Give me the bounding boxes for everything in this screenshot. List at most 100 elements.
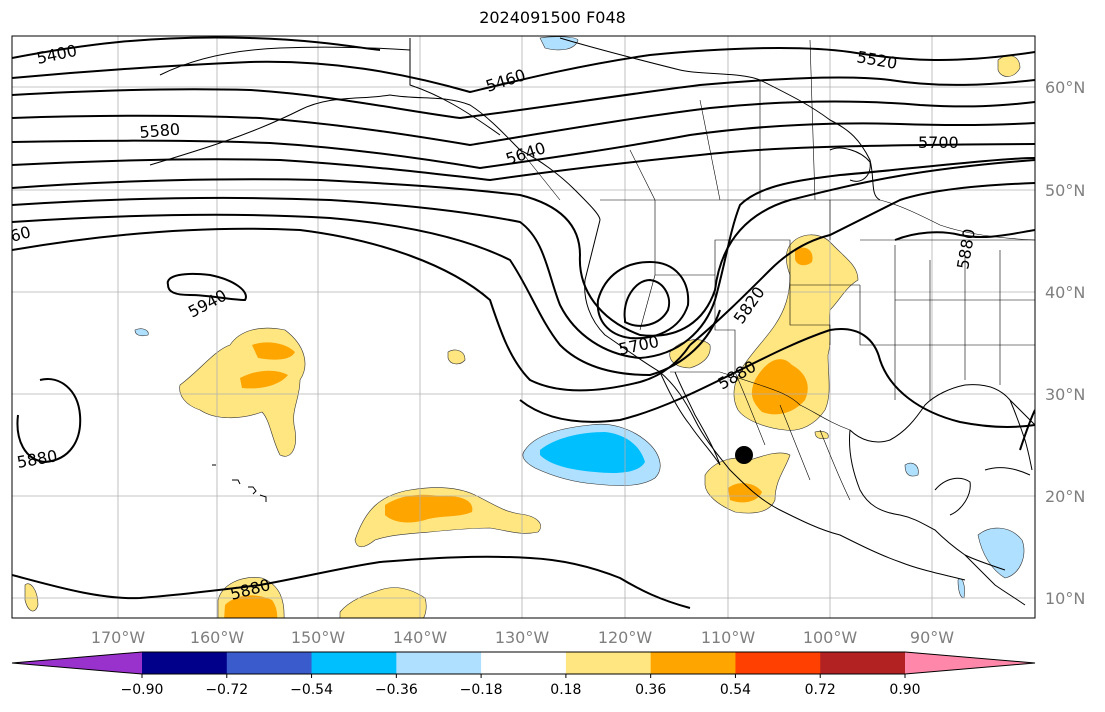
hawaiian-islands bbox=[212, 464, 267, 502]
alaska-border bbox=[409, 38, 501, 136]
latitude-tick-label: 50°N bbox=[1045, 181, 1085, 200]
gulf-coast bbox=[849, 384, 1035, 443]
colorbar-segment bbox=[481, 652, 567, 674]
latitude-tick-label: 10°N bbox=[1045, 589, 1085, 608]
longitude-tick-label: 100°W bbox=[803, 628, 858, 647]
map-title: 2024091500 F048 bbox=[479, 8, 626, 27]
colorbar-segment bbox=[735, 652, 821, 674]
contour-line bbox=[12, 76, 1035, 120]
negative-anomaly-region bbox=[134, 328, 149, 337]
longitude-tick-label: 140°W bbox=[393, 628, 448, 647]
contour-label: 60 bbox=[8, 222, 33, 246]
contour-line bbox=[1019, 409, 1035, 451]
colorbar-tick-label: −0.90 bbox=[121, 682, 164, 698]
longitude-tick-label: 170°W bbox=[91, 628, 146, 647]
colorbar-segment bbox=[311, 652, 397, 674]
canada-north-coast bbox=[559, 37, 881, 201]
positive-anomaly-core bbox=[728, 483, 762, 503]
positive-anomaly-region bbox=[814, 430, 829, 440]
alaska-coast bbox=[149, 94, 601, 221]
contour-line bbox=[12, 100, 1035, 147]
yucatan bbox=[934, 477, 971, 516]
colorbar-segment bbox=[820, 652, 906, 674]
positive-anomaly-region bbox=[447, 349, 466, 365]
colorbar-tick-label: 0.72 bbox=[805, 682, 836, 698]
contour-line bbox=[12, 143, 1035, 182]
contour-line bbox=[689, 182, 1035, 346]
contour-line bbox=[12, 213, 721, 377]
canada-provinces bbox=[519, 39, 816, 201]
colorbar-tick-label: 0.18 bbox=[550, 682, 581, 698]
colorbar-segment bbox=[650, 652, 736, 674]
latitude-tick-label: 30°N bbox=[1045, 385, 1085, 404]
colorbar-segment bbox=[565, 652, 652, 674]
positive-anomaly-core bbox=[385, 494, 473, 523]
mexico-east-coast bbox=[849, 429, 1006, 571]
colorbar-tick-label: 0.36 bbox=[635, 682, 666, 698]
colorbar-extend-low bbox=[12, 652, 142, 674]
contour-line bbox=[12, 36, 381, 59]
height-contours bbox=[12, 36, 1035, 609]
positive-anomaly-core bbox=[240, 342, 295, 389]
location-marker bbox=[735, 446, 753, 464]
colorbar-tick-label: −0.18 bbox=[460, 682, 503, 698]
contour-line bbox=[166, 272, 247, 302]
baja-peninsula bbox=[659, 371, 721, 466]
negative-anomaly-core bbox=[540, 432, 645, 473]
latitude-axis: 60°N 50°N 40°N 30°N 20°N 10°N bbox=[1045, 78, 1085, 608]
negative-anomaly-region bbox=[904, 462, 919, 477]
contour-line bbox=[12, 555, 691, 609]
contour-line bbox=[12, 122, 1035, 170]
positive-anomaly-region bbox=[24, 583, 39, 612]
contour-label: 5580 bbox=[139, 120, 181, 142]
contour-line bbox=[12, 157, 1035, 360]
contour-line bbox=[12, 47, 1035, 94]
colorbar-tick-label: −0.54 bbox=[290, 682, 333, 698]
longitude-tick-label: 150°W bbox=[291, 628, 346, 647]
map-frame bbox=[11, 35, 1036, 619]
colorbar-extend-high bbox=[905, 652, 1035, 674]
negative-anomaly-region bbox=[977, 527, 1025, 579]
coastlines bbox=[149, 37, 1035, 606]
contour-line bbox=[12, 227, 691, 392]
us-west-coast bbox=[584, 219, 966, 581]
colorbar-tick-label: 0.54 bbox=[720, 682, 751, 698]
longitude-tick-label: 120°W bbox=[598, 628, 653, 647]
florida-coast bbox=[1009, 399, 1033, 471]
us-mexico-border bbox=[670, 371, 851, 431]
graticule bbox=[12, 36, 1035, 618]
contour-line bbox=[519, 328, 1035, 428]
colorbar-tick-label: −0.36 bbox=[375, 682, 418, 698]
colorbar-segment bbox=[396, 652, 482, 674]
colorbar-tick-label: −0.72 bbox=[205, 682, 248, 698]
contour-line bbox=[12, 159, 1035, 337]
contour-line bbox=[16, 378, 82, 464]
positive-anomaly-region bbox=[339, 587, 427, 618]
colorbar-segment bbox=[142, 652, 228, 674]
anomaly-fill-layer bbox=[24, 36, 1025, 618]
longitude-tick-label: 130°W bbox=[495, 628, 550, 647]
contour-label: 5700 bbox=[918, 133, 959, 152]
contour-line bbox=[894, 229, 1035, 241]
contour-line bbox=[596, 260, 690, 340]
mexico-states bbox=[734, 371, 851, 501]
hudson-bay bbox=[829, 147, 871, 182]
alaska-north-coast bbox=[159, 46, 411, 76]
positive-anomaly-core bbox=[224, 595, 278, 618]
longitude-tick-label: 160°W bbox=[190, 628, 245, 647]
latitude-tick-label: 20°N bbox=[1045, 487, 1085, 506]
colorbar-tick-label: 0.90 bbox=[889, 682, 920, 698]
us-state-lines bbox=[639, 200, 1035, 400]
latitude-tick-label: 40°N bbox=[1045, 283, 1085, 302]
colorbar-segment bbox=[226, 652, 313, 674]
longitude-tick-label: 90°W bbox=[910, 628, 954, 647]
central-america bbox=[964, 554, 1026, 606]
positive-anomaly-core bbox=[751, 247, 813, 415]
longitude-axis: 170°W 160°W 150°W 140°W 130°W 120°W 110°… bbox=[91, 628, 954, 647]
latitude-tick-label: 60°N bbox=[1045, 78, 1085, 97]
cuba bbox=[984, 467, 1031, 476]
colorbar: −0.90 −0.72 −0.54 −0.36 −0.18 0.18 0.36 0.54 0.7… bbox=[11, 651, 1036, 698]
longitude-tick-label: 110°W bbox=[701, 628, 756, 647]
contour-line bbox=[623, 278, 670, 327]
